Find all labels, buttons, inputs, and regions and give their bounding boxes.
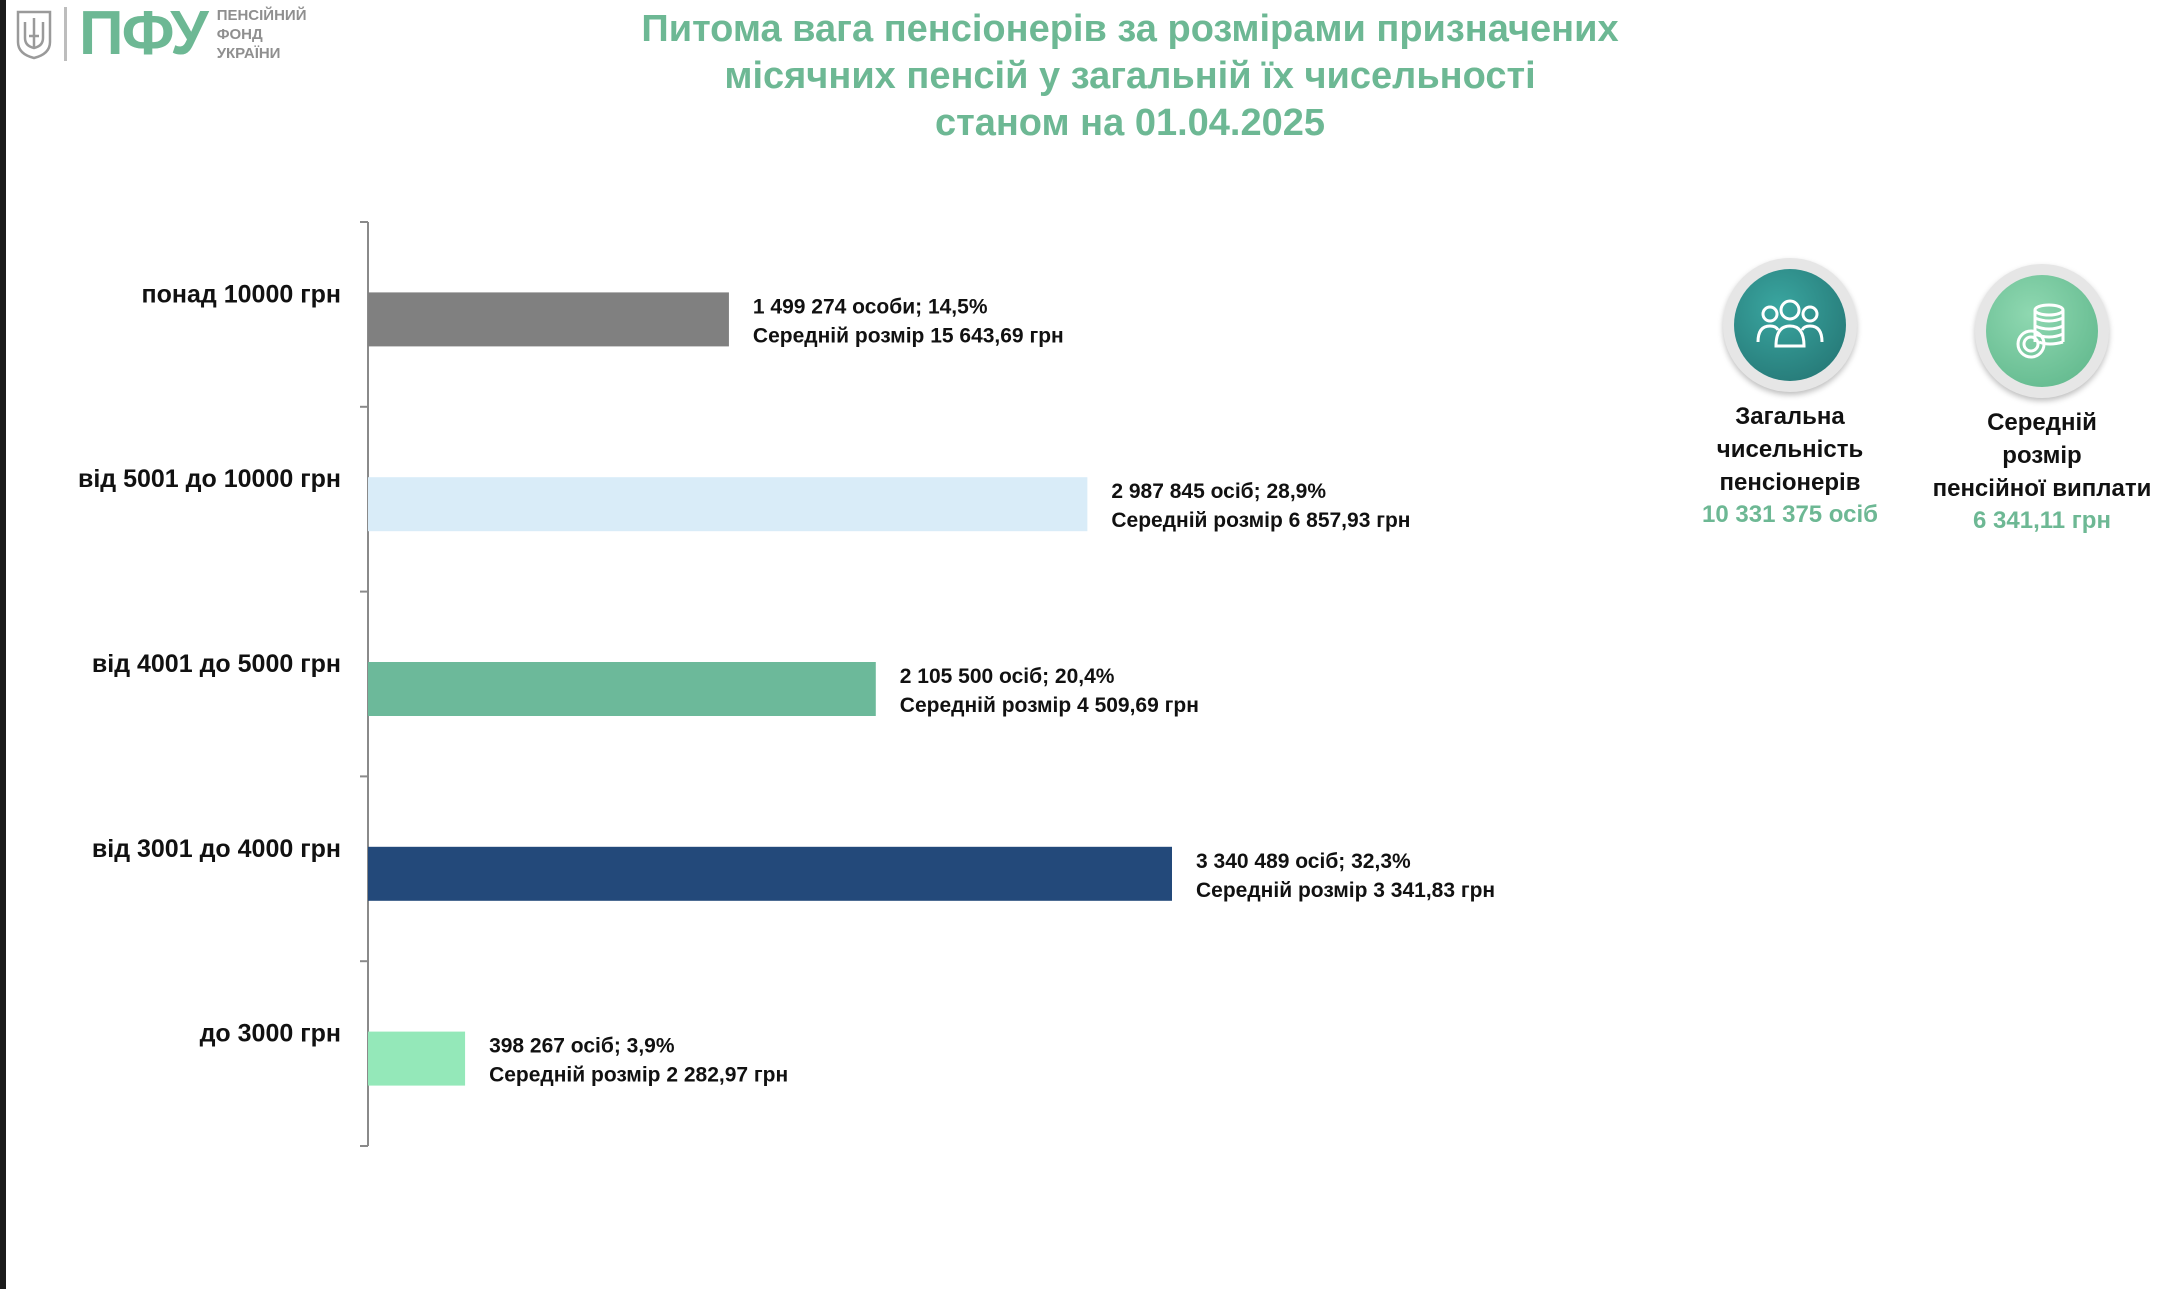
- logo-abbreviation: ПФУ: [79, 0, 209, 68]
- chart-title: Питома вага пенсіонерів за розмірами при…: [640, 6, 1620, 147]
- data-label-count: 3 340 489 осіб; 32,3%: [1196, 850, 1411, 873]
- category-label: від 4001 до 5000 грн: [92, 650, 341, 678]
- category-label: від 5001 до 10000 грн: [78, 465, 341, 493]
- coin-stack-icon: [2016, 303, 2065, 359]
- data-label-average: Середній розмір 3 341,83 грн: [1196, 879, 1495, 902]
- bar: [368, 662, 876, 716]
- left-edge: [0, 0, 6, 1289]
- people-group-icon: [1756, 299, 1824, 348]
- category-label: понад 10000 грн: [142, 280, 341, 308]
- kpi-label-line: пенсійної виплати: [1932, 475, 2152, 502]
- kpi-icon-circle: [1975, 264, 2109, 398]
- kpi-label: Середній розмір пенсійної виплати: [1932, 406, 2152, 505]
- data-label-average: Середній розмір 2 282,97 грн: [489, 1064, 788, 1087]
- kpi-icon-circle: [1723, 258, 1857, 392]
- kpi-average-pension: Середній розмір пенсійної виплати 6 341,…: [1932, 264, 2152, 537]
- logo-name-line: УКРАЇНИ: [216, 44, 281, 62]
- kpi-label-line: розмір: [2002, 442, 2082, 469]
- kpi-label: Загальна чисельність пенсіонерів: [1680, 400, 1900, 499]
- logo-name-line: ФОНД: [216, 25, 263, 43]
- data-label-average: Середній розмір 4 509,69 грн: [900, 694, 1199, 717]
- category-label: від 3001 до 4000 грн: [92, 835, 341, 863]
- kpi-total-pensioners: Загальна чисельність пенсіонерів 10 331 …: [1680, 258, 1900, 531]
- bar-chart: понад 10000 грн 1 499 274 особи; 14,5% Сер…: [78, 221, 1495, 1147]
- logo-name-line: ПЕНСІЙНИЙ: [216, 6, 307, 24]
- logo-separator: [64, 7, 67, 61]
- kpi-label-line: Загальна: [1735, 403, 1845, 430]
- chart-title-line: Питома вага пенсіонерів за розмірами при…: [641, 8, 1619, 50]
- bar: [368, 846, 1172, 901]
- logo-fund-name: ПЕНСІЙНИЙ ФОНД УКРАЇНИ: [217, 6, 307, 63]
- kpi-value: 6 341,11 грн: [1973, 507, 2111, 534]
- data-label-count: 2 987 845 осіб; 28,9%: [1111, 480, 1326, 503]
- kpi-label-line: чисельність: [1716, 436, 1864, 463]
- data-label-count: 2 105 500 осіб; 20,4%: [900, 665, 1115, 688]
- bar: [368, 292, 729, 347]
- data-label-average: Середній розмір 6 857,93 грн: [1111, 509, 1410, 532]
- pfu-logo: ПФУ ПЕНСІЙНИЙ ФОНД УКРАЇНИ: [14, 0, 307, 68]
- data-label-count: 1 499 274 особи; 14,5%: [753, 295, 988, 318]
- data-label-average: Середній розмір 15 643,69 грн: [753, 324, 1064, 347]
- bar: [368, 1031, 466, 1086]
- chart-title-line: станом на 01.04.2025: [934, 102, 1326, 144]
- bar: [368, 477, 1088, 532]
- data-label-count: 398 267 осіб; 3,9%: [489, 1035, 675, 1058]
- kpi-label-line: Середній: [1987, 409, 2097, 436]
- kpi-value: 10 331 375 осіб: [1702, 501, 1878, 528]
- category-label: до 3000 грн: [200, 1020, 341, 1048]
- kpi-icon-inner: [1986, 275, 2098, 387]
- kpi-label-line: пенсіонерів: [1719, 469, 1861, 496]
- chart-title-line: місячних пенсій у загальній їх чисельнос…: [724, 55, 1536, 97]
- kpi-icon-inner: [1734, 269, 1846, 381]
- trident-emblem-icon: [16, 10, 52, 60]
